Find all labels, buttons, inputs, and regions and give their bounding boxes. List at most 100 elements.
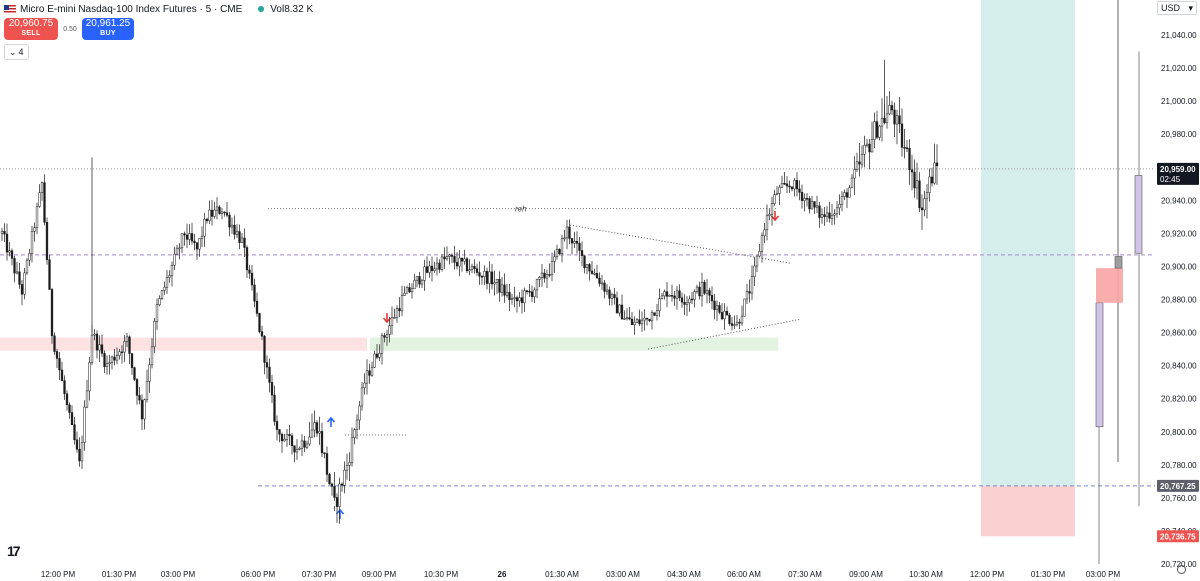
candle xyxy=(503,273,506,303)
candle xyxy=(285,429,289,447)
candle xyxy=(38,184,41,208)
candle xyxy=(103,350,106,373)
candle xyxy=(48,254,51,290)
candle xyxy=(230,217,234,234)
price-tick-label: 20,780.00 xyxy=(1161,461,1197,470)
candle xyxy=(510,293,514,305)
candle xyxy=(690,292,694,305)
sell-button[interactable]: 20,960.75 SELL xyxy=(4,18,58,40)
triangle-upper-line[interactable] xyxy=(569,224,791,264)
candle xyxy=(105,355,109,375)
candle xyxy=(685,296,689,317)
candle xyxy=(55,348,59,369)
price-tick-label: 20,980.00 xyxy=(1161,130,1197,139)
candle xyxy=(895,109,899,145)
candle xyxy=(800,184,804,209)
candle xyxy=(768,208,771,221)
candle xyxy=(830,203,834,226)
candle xyxy=(355,414,359,440)
candle xyxy=(465,256,469,274)
candle xyxy=(148,357,151,393)
candle xyxy=(840,191,844,212)
price-tick-label: 20,860.00 xyxy=(1161,329,1197,338)
candle xyxy=(493,270,496,296)
time-tick-label: 04:30 AM xyxy=(667,570,701,579)
candle xyxy=(33,222,36,242)
candle xyxy=(845,188,849,208)
candle xyxy=(793,178,796,197)
candle xyxy=(710,286,714,310)
candle xyxy=(450,253,454,264)
candle xyxy=(340,482,344,492)
candle xyxy=(495,278,499,294)
candle xyxy=(613,288,616,305)
candle xyxy=(850,174,854,189)
demand-zone xyxy=(370,337,778,351)
us-flag-icon xyxy=(4,4,16,14)
candle xyxy=(818,202,821,228)
candle xyxy=(703,279,706,296)
indicators-toggle[interactable]: ⌄ 4 xyxy=(4,44,29,60)
candle xyxy=(73,417,76,445)
candle xyxy=(480,274,484,285)
candle xyxy=(748,279,751,303)
price-tick-label: 20,840.00 xyxy=(1161,362,1197,371)
currency-label: USD xyxy=(1161,3,1181,13)
candle xyxy=(345,453,349,480)
candle xyxy=(878,124,881,141)
candle xyxy=(333,472,336,501)
stop-zone[interactable] xyxy=(981,485,1075,537)
candle xyxy=(88,357,91,401)
target-zone[interactable] xyxy=(981,0,1075,486)
candle xyxy=(608,286,611,306)
candle xyxy=(505,283,509,298)
candle xyxy=(40,181,44,201)
candle xyxy=(530,285,534,302)
candle xyxy=(798,180,801,201)
candle xyxy=(5,223,9,261)
time-tick-label: 26 xyxy=(498,570,507,579)
candle xyxy=(650,310,654,330)
triangle-lower-line[interactable] xyxy=(647,318,801,350)
candle xyxy=(513,286,516,308)
candle xyxy=(600,274,604,291)
candle xyxy=(638,309,641,327)
buy-button[interactable]: 20,961.25 BUY xyxy=(82,18,134,40)
candle xyxy=(858,142,861,177)
candle xyxy=(108,354,111,375)
candle xyxy=(83,400,86,451)
candle xyxy=(118,348,121,360)
candle xyxy=(95,330,99,359)
candle xyxy=(23,267,26,300)
price-tick-label: 20,880.00 xyxy=(1161,296,1197,305)
candle xyxy=(248,265,251,279)
candle xyxy=(315,420,319,437)
symbol-title[interactable]: Micro E-mini Nasdaq-100 Index Futures · … xyxy=(20,3,243,15)
candle xyxy=(835,201,839,218)
candle xyxy=(425,256,429,274)
tradingview-logo-icon[interactable]: 17 xyxy=(7,543,21,559)
candle xyxy=(880,98,884,142)
currency-selector[interactable]: USD ▾ xyxy=(1157,1,1197,15)
candle xyxy=(265,355,269,379)
candle xyxy=(823,206,826,226)
candle xyxy=(153,318,156,354)
candle xyxy=(565,219,569,250)
candle xyxy=(693,289,696,308)
sell-price: 20,960.75 xyxy=(8,18,54,29)
candle xyxy=(670,284,674,302)
candle xyxy=(68,402,71,419)
candle xyxy=(58,352,61,381)
candle xyxy=(440,254,444,272)
candle xyxy=(398,297,401,317)
candle xyxy=(905,140,909,152)
candle xyxy=(575,231,579,254)
gear-icon[interactable] xyxy=(1177,565,1186,574)
candle xyxy=(570,238,574,255)
range-box[interactable] xyxy=(1096,268,1123,303)
sell-signal-arrow-icon xyxy=(770,211,780,222)
candle xyxy=(933,143,936,185)
candle xyxy=(550,252,554,282)
candle xyxy=(225,202,229,218)
